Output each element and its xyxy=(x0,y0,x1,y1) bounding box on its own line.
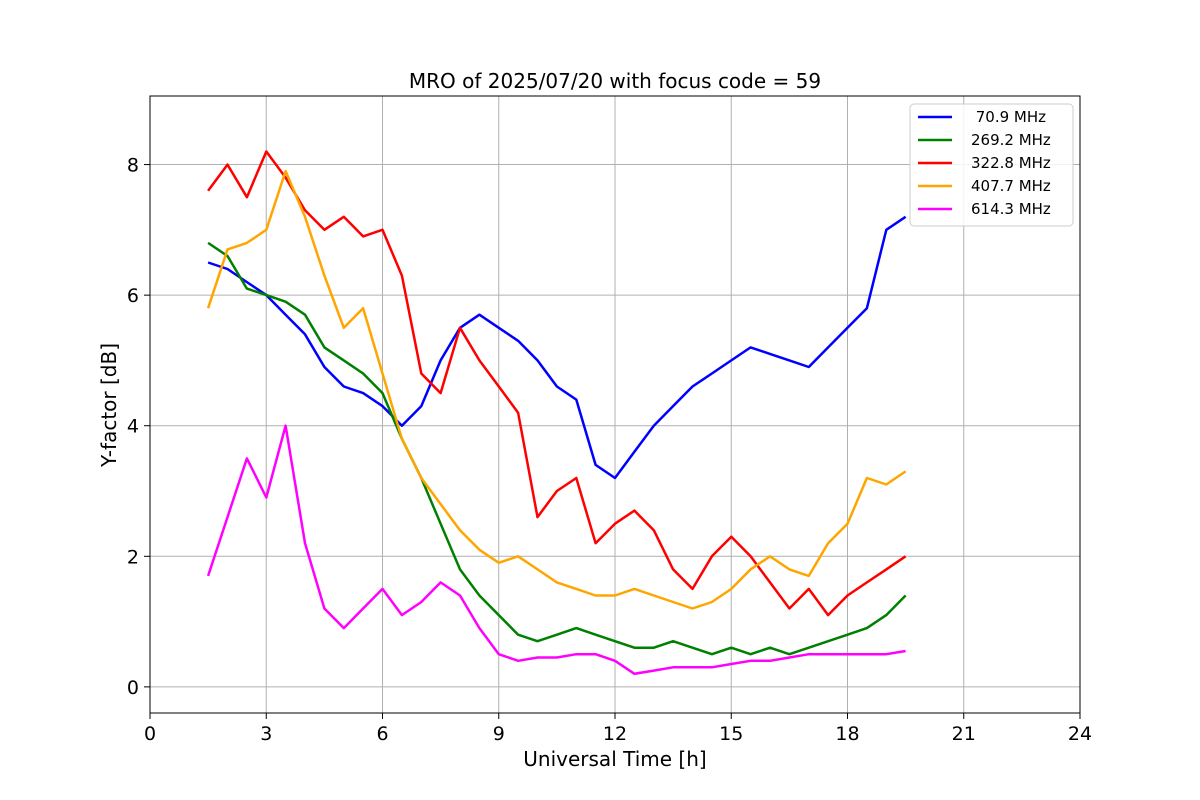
legend-label: 614.3 MHz xyxy=(971,200,1051,218)
x-tick-label: 21 xyxy=(952,723,976,745)
series-line-4 xyxy=(206,424,906,676)
x-axis: 0 3 6 9 12 15 18 21 24 xyxy=(144,713,1092,745)
x-axis-label: Universal Time [h] xyxy=(523,747,706,771)
x-tick-label: 24 xyxy=(1068,723,1092,745)
legend-label: 322.8 MHz xyxy=(971,154,1051,172)
series-line-1 xyxy=(207,241,907,656)
x-tick-label: 6 xyxy=(376,723,388,745)
y-tick-label: 4 xyxy=(127,416,139,438)
x-tick-label: 3 xyxy=(260,723,272,745)
chart-title: MRO of 2025/07/20 with focus code = 59 xyxy=(409,69,821,93)
x-tick-label: 12 xyxy=(603,723,627,745)
y-tick-label: 8 xyxy=(127,155,139,177)
x-tick-label: 15 xyxy=(719,723,743,745)
legend-box xyxy=(909,103,1074,227)
series-line-2 xyxy=(207,150,907,617)
x-tick-label: 9 xyxy=(493,723,505,745)
y-tick-label: 2 xyxy=(127,546,139,568)
y-tick-label: 0 xyxy=(127,677,139,699)
legend-label: 269.2 MHz xyxy=(971,131,1051,149)
legend-label: 70.9 MHz xyxy=(971,108,1046,126)
y-tick-label: 6 xyxy=(127,285,139,307)
series-layer xyxy=(206,150,907,676)
y-axis: 0 2 4 6 8 xyxy=(127,155,150,699)
y-axis-label: Y-factor [dB] xyxy=(97,343,121,468)
series-line-0 xyxy=(207,215,907,480)
series-line-3 xyxy=(206,169,907,610)
x-tick-label: 18 xyxy=(835,723,859,745)
legend-label: 407.7 MHz xyxy=(971,177,1051,195)
legend: 70.9 MHz 269.2 MHz 322.8 MHz 407.7 MHz 614.3… xyxy=(909,103,1074,227)
x-tick-label: 0 xyxy=(144,723,156,745)
